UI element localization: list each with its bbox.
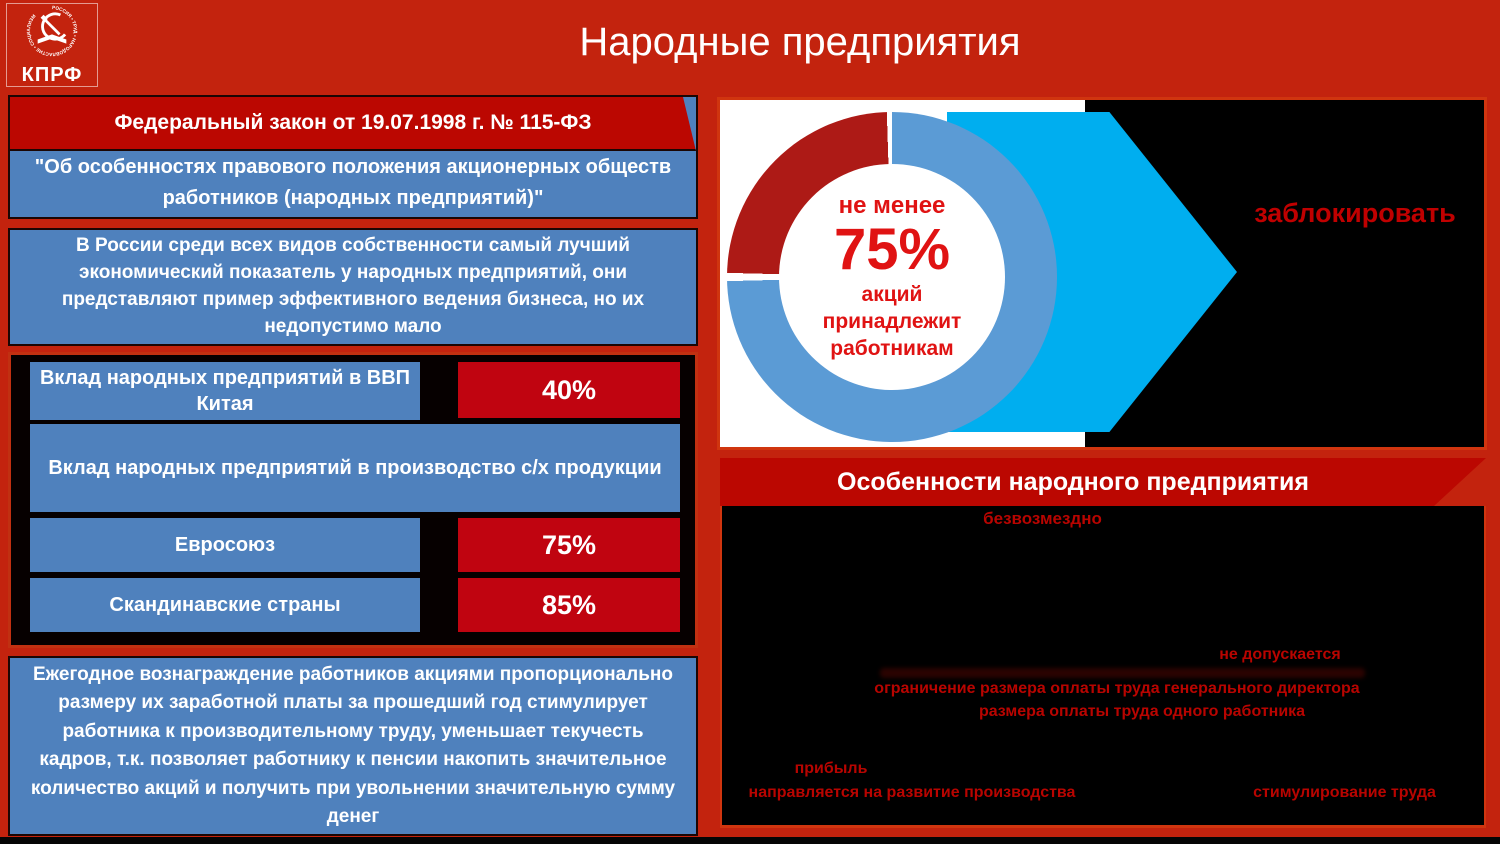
slide-title: Народные предприятия	[579, 20, 1021, 64]
features-panel: безвозмездно не допускается ограничение …	[720, 506, 1486, 828]
hidden-text-artifact	[880, 668, 1365, 678]
russia-note-box: В России среди всех видов собственности …	[8, 228, 698, 346]
fragment-pribyl: прибыль	[794, 760, 868, 777]
fragment-bezvozmezdno: безвозмездно	[983, 509, 1102, 528]
fragment-ogranichenie: ограничение размера оплаты труда генерал…	[874, 680, 1360, 697]
donut-caption-top: не менее	[838, 191, 946, 219]
contribution-table: Вклад народных предприятий в ВВП Китая 4…	[8, 352, 698, 648]
table-row-label: Евросоюз	[30, 518, 420, 572]
bottom-strip	[0, 837, 1500, 844]
kprf-logo: РОССИЯ • ТРУД • НАРОДОВЛАСТИЕ • СОЦИАЛИЗ…	[6, 3, 98, 87]
fragment-ne-dopuskaetsya: не допускается	[1219, 646, 1341, 663]
table-row-label: Вклад народных предприятий в производств…	[30, 424, 680, 512]
features-banner: Особенности народного предприятия	[720, 458, 1486, 506]
table-row-value: 75%	[458, 518, 680, 572]
table-row-label: Скандинавские страны	[30, 578, 420, 632]
federal-law-block: Федеральный закон от 19.07.1998 г. № 115…	[8, 95, 698, 219]
donut-center: не менее 75% акций принадлежит работника…	[779, 164, 1005, 390]
donut-caption-bottom: акций принадлежит работникам	[822, 282, 962, 361]
ownership-chart-panel: заблокировать не менее 75% акций принадл…	[717, 97, 1487, 450]
federal-law-banner: Федеральный закон от 19.07.1998 г. № 115…	[10, 97, 696, 151]
kprf-emblem-icon: РОССИЯ • ТРУД • НАРОДОВЛАСТИЕ • СОЦИАЛИЗ…	[25, 4, 79, 63]
federal-law-subtitle: "Об особенностях правового положения акц…	[34, 156, 672, 209]
table-row-value: 85%	[458, 578, 680, 632]
donut-percent: 75%	[833, 216, 951, 282]
fragment-napravlyaetsya: направляется на развитие производства	[748, 784, 1076, 801]
ownership-donut: не менее 75% акций принадлежит работника…	[727, 112, 1057, 442]
fragment-razmer-oplaty: размера оплаты труда одного работника	[978, 703, 1306, 720]
blocked-label: заблокировать	[1254, 198, 1456, 228]
kprf-logo-label: КПРФ	[21, 63, 83, 86]
fragment-stimulirovanie: стимулирование труда	[1253, 784, 1436, 801]
reward-note-box: Ежегодное вознаграждение работников акци…	[8, 656, 698, 836]
table-row-label: Вклад народных предприятий в ВВП Китая	[30, 362, 420, 420]
table-row-value: 40%	[458, 362, 680, 418]
